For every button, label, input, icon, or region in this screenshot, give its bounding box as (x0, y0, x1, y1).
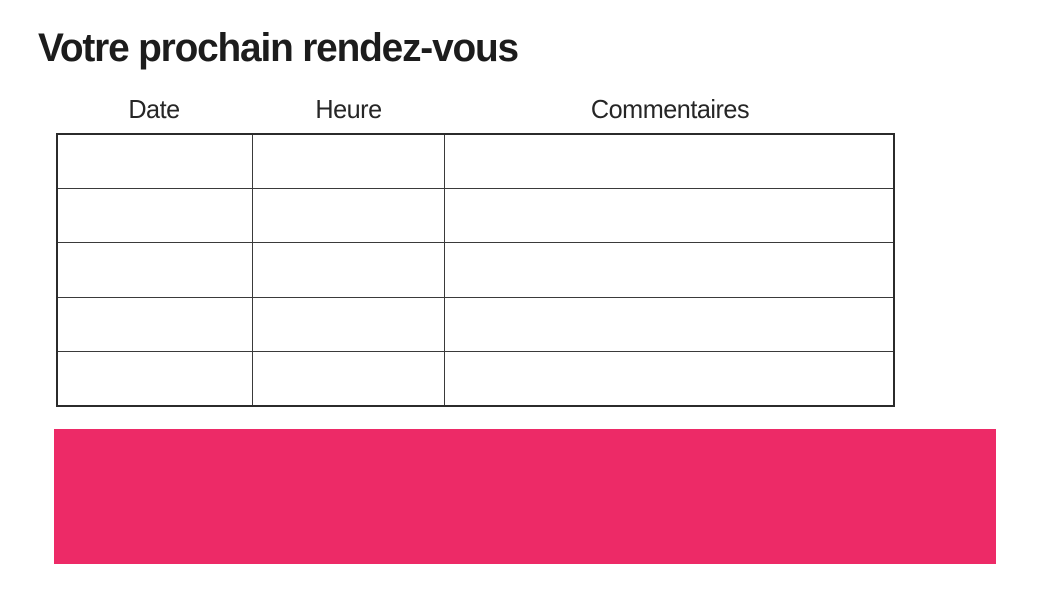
column-header-heure: Heure (315, 93, 382, 124)
table-cell (58, 243, 253, 297)
table-cell (445, 243, 893, 296)
table-cell (58, 189, 253, 243)
table-cell (445, 298, 893, 351)
table-row (58, 297, 893, 352)
page-title: Votre prochain rendez-vous (38, 26, 519, 70)
table-header-row: Date Heure Commentaires (56, 92, 895, 126)
table-row (58, 189, 893, 244)
table-row (58, 243, 893, 298)
table-cell (445, 352, 893, 405)
table-cell (58, 135, 253, 189)
table-cell (58, 351, 253, 406)
table-cell (253, 135, 445, 189)
table-cell (445, 135, 893, 188)
table-cell (253, 351, 445, 406)
table-cell (58, 297, 253, 351)
table-row (58, 351, 893, 406)
highlight-banner (54, 429, 996, 564)
column-header-date: Date (128, 93, 180, 124)
table-row (58, 135, 893, 190)
column-header-commentaires: Commentaires (590, 93, 750, 124)
table-cell (445, 189, 893, 242)
table-cell (253, 243, 445, 297)
table-cell (253, 297, 445, 351)
table-cell (253, 189, 445, 243)
appointment-table (56, 133, 895, 407)
